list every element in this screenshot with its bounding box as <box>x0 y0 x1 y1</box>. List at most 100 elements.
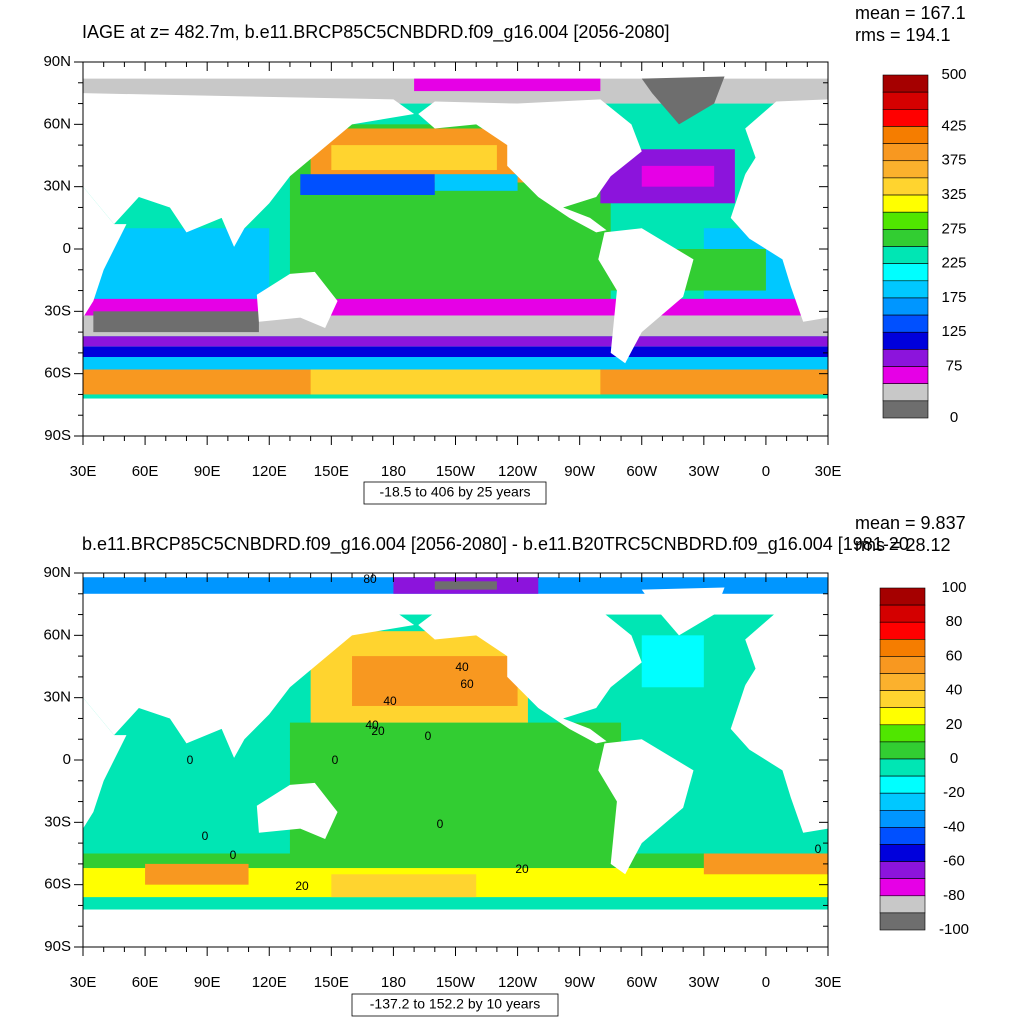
colorbar-box <box>879 638 926 657</box>
land <box>598 739 694 875</box>
contour-label: 20 <box>515 862 529 876</box>
colorbar-box <box>879 604 926 623</box>
colorbar-label: 500 <box>941 66 966 83</box>
colorbar-box <box>882 143 929 162</box>
map-field <box>414 78 601 92</box>
lat-label: 90N <box>43 53 71 70</box>
lon-label: 0 <box>762 463 770 480</box>
lat-label: 60N <box>43 626 71 643</box>
info-box <box>351 993 559 1017</box>
colorbar-label: 125 <box>941 323 966 340</box>
contour-label: 0 <box>437 817 444 831</box>
contour-label: 0 <box>187 753 194 767</box>
land <box>598 228 694 364</box>
rms-stat: rms = 194.1 <box>855 25 951 45</box>
lon-label: 30W <box>688 463 720 480</box>
contour-label: 0 <box>202 829 209 843</box>
colorbar-label: 100 <box>941 579 966 596</box>
land <box>83 93 415 247</box>
colorbar-label: 60 <box>946 647 963 664</box>
colorbar-label: 175 <box>941 289 966 306</box>
land <box>745 610 828 694</box>
contour-label: 40 <box>383 694 397 708</box>
info-text: -18.5 to 406 by 25 years <box>380 484 531 500</box>
colorbar-box <box>879 673 926 691</box>
colorbar-label: -100 <box>939 921 969 938</box>
land <box>256 782 338 839</box>
map-field <box>434 174 518 191</box>
colorbar-box <box>882 126 929 144</box>
colorbar-box <box>882 400 929 419</box>
mean-stat: mean = 167.1 <box>855 3 966 23</box>
lon-label: 150E <box>314 974 349 991</box>
plot-title: b.e11.BRCP85C5CNBDRD.f09_g16.004 [2056-2… <box>82 534 909 555</box>
lon-label: 30E <box>815 463 842 480</box>
colorbar-box <box>882 74 929 93</box>
map-panel <box>74 61 829 445</box>
land <box>256 271 338 328</box>
colorbar-box <box>882 229 929 247</box>
colorbar-box <box>879 707 926 726</box>
colorbar-box <box>882 194 929 213</box>
contour-label: 0 <box>815 842 822 856</box>
map-field <box>83 336 828 347</box>
colorbar-box <box>882 211 929 230</box>
lat-label: 30N <box>43 178 71 195</box>
colorbar-box <box>879 690 926 708</box>
ice-sheet <box>641 76 725 125</box>
colorbar-box <box>879 621 926 640</box>
contour-label: 0 <box>230 848 237 862</box>
land <box>730 683 828 833</box>
map-field <box>352 656 518 706</box>
colorbar-box <box>879 827 926 845</box>
contour-label: 0 <box>425 729 432 743</box>
colorbar-box <box>879 792 926 811</box>
rms-stat: rms = 28.12 <box>855 535 951 555</box>
map-panel <box>74 572 829 956</box>
lon-label: 0 <box>762 974 770 991</box>
lat-label: 90S <box>44 427 71 444</box>
colorbar-label: 0 <box>950 750 958 767</box>
colorbar-label: 20 <box>946 716 963 733</box>
colorbar-label: 325 <box>941 186 966 203</box>
land <box>745 99 828 183</box>
map-field <box>310 369 601 395</box>
colorbar-label: 225 <box>941 255 966 272</box>
colorbar-box <box>879 861 926 879</box>
lon-label: 180 <box>381 974 406 991</box>
land <box>418 99 642 233</box>
colorbar-box <box>882 109 929 127</box>
colorbar-box <box>879 775 926 794</box>
lon-label: 180 <box>381 463 406 480</box>
lon-label: 90E <box>194 974 221 991</box>
lat-label: 0 <box>63 240 71 257</box>
colorbar-label: -60 <box>943 853 965 870</box>
map-field <box>83 346 828 358</box>
lon-label: 150E <box>314 463 349 480</box>
contour-label: 20 <box>371 724 385 738</box>
lon-label: 90E <box>194 463 221 480</box>
colorbar-label: 80 <box>946 613 963 630</box>
colorbar-box <box>879 741 926 760</box>
lat-label: 0 <box>63 751 71 768</box>
lon-label: 90W <box>564 974 596 991</box>
lat-label: 60S <box>44 876 71 893</box>
lon-label: 120E <box>252 463 287 480</box>
contour-label: 80 <box>363 572 377 586</box>
info-text: -137.2 to 152.2 by 10 years <box>370 996 540 1012</box>
lon-label: 30W <box>688 974 720 991</box>
lat-label: 90S <box>44 938 71 955</box>
colorbar-label: -40 <box>943 818 965 835</box>
map-field <box>703 853 828 875</box>
contour-label: 60 <box>460 677 474 691</box>
land <box>83 909 828 947</box>
lon-label: 120W <box>498 974 538 991</box>
contour-label: 0 <box>332 753 339 767</box>
colorbar-box <box>882 91 929 110</box>
lon-label: 150W <box>436 974 476 991</box>
map-field <box>145 863 249 885</box>
plot-title: IAGE at z= 482.7m, b.e11.BRCP85C5CNBDRD.… <box>82 22 670 43</box>
mean-stat: mean = 9.837 <box>855 513 966 533</box>
